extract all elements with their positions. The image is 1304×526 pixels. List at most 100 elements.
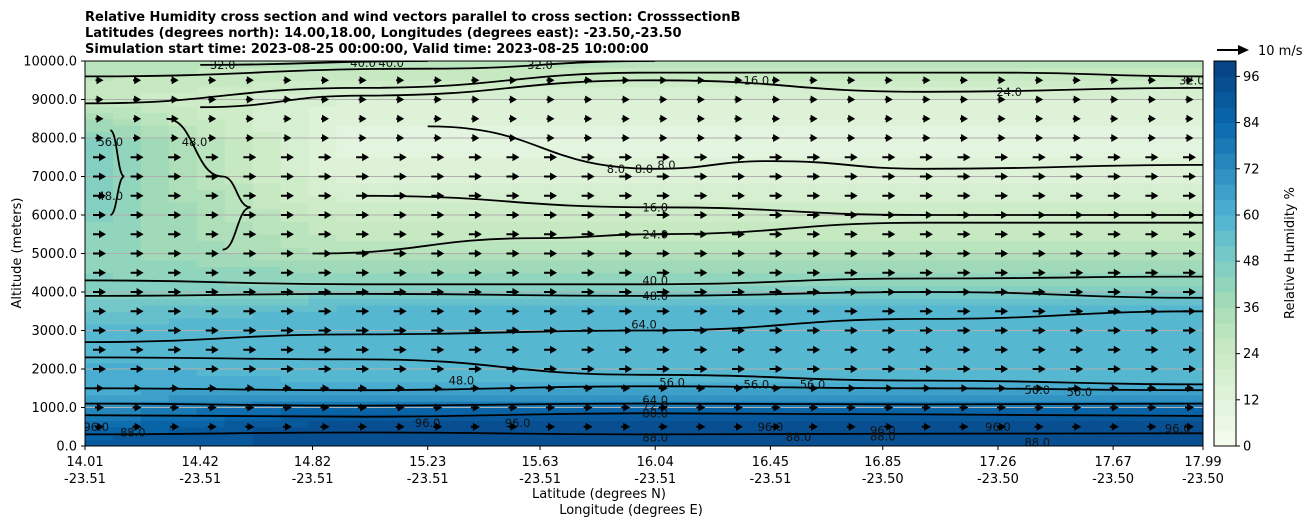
humidity-cell <box>923 439 953 446</box>
wind-vector-head <box>813 230 821 239</box>
humidity-cell <box>783 80 813 88</box>
wind-vector-head <box>625 326 633 335</box>
humidity-cell <box>560 356 589 364</box>
wind-vector-head <box>888 288 896 296</box>
humidity-cell <box>140 304 170 312</box>
humidity-cell <box>392 73 421 81</box>
wind-vector-head <box>700 307 708 316</box>
humidity-cell <box>644 413 673 421</box>
contour-line-24.0 <box>312 221 1203 255</box>
wind-vector-head <box>134 403 142 412</box>
humidity-cell <box>951 189 980 197</box>
humidity-cell <box>392 304 421 312</box>
humidity-cell <box>923 150 953 158</box>
humidity-cell <box>979 234 1008 242</box>
humidity-cell <box>644 144 673 152</box>
wind-vector-head <box>512 191 520 200</box>
humidity-cell <box>448 439 477 446</box>
wind-vector-head <box>249 326 257 335</box>
humidity-cell <box>336 407 366 415</box>
wind-vector-head <box>775 191 783 200</box>
humidity-cell <box>504 317 533 325</box>
humidity-cell <box>420 317 449 325</box>
wind-vector-head <box>249 249 257 258</box>
wind-vector-head <box>1189 191 1196 200</box>
humidity-cell <box>1007 349 1036 357</box>
humidity-cell <box>308 170 338 178</box>
humidity-cell <box>252 93 282 101</box>
humidity-cell <box>811 439 841 446</box>
humidity-cell <box>588 407 617 415</box>
humidity-cell <box>224 426 254 434</box>
wind-vector-head <box>775 249 783 258</box>
humidity-cell <box>308 80 338 88</box>
humidity-cell <box>1091 266 1120 274</box>
wind-vector-head <box>171 76 179 85</box>
humidity-cell <box>1175 86 1203 94</box>
humidity-cell <box>951 221 980 229</box>
humidity-cell <box>336 279 366 287</box>
humidity-cell <box>1091 208 1120 216</box>
humidity-cell <box>1035 157 1064 165</box>
humidity-cell <box>280 125 310 133</box>
humidity-cell <box>1063 439 1092 446</box>
humidity-cell <box>532 112 561 120</box>
humidity-cell <box>476 73 505 81</box>
humidity-cell <box>420 170 449 178</box>
humidity-cell <box>85 86 114 94</box>
humidity-cell <box>420 176 449 184</box>
humidity-cell <box>252 157 282 165</box>
wind-vector-head <box>1113 345 1121 354</box>
humidity-cell <box>336 118 366 126</box>
wind-vector-head <box>1189 326 1196 335</box>
humidity-cell <box>923 304 953 312</box>
humidity-cell <box>923 61 953 69</box>
humidity-cell <box>951 253 980 261</box>
humidity-cell <box>420 279 449 287</box>
humidity-cell <box>1119 426 1148 434</box>
wind-vector-head <box>136 307 144 316</box>
x-tick-label-lat: 16.45 <box>752 455 789 470</box>
humidity-cell <box>1063 157 1092 165</box>
humidity-cell <box>476 266 505 274</box>
humidity-cell <box>1063 125 1092 133</box>
humidity-cell <box>420 112 449 120</box>
humidity-cell <box>140 195 170 203</box>
humidity-cell <box>85 202 114 210</box>
wind-vector-head <box>547 134 555 142</box>
humidity-cell <box>112 259 142 267</box>
humidity-cell <box>224 394 254 402</box>
wind-vector-head <box>850 172 858 181</box>
humidity-cell <box>839 375 869 383</box>
humidity-cell <box>252 259 282 267</box>
humidity-cell <box>951 131 980 139</box>
humidity-cell <box>699 112 729 120</box>
wind-vector-head <box>509 134 517 142</box>
humidity-cell <box>336 311 366 319</box>
humidity-cell <box>560 73 589 81</box>
humidity-cell <box>196 144 226 152</box>
wind-vector-head <box>399 249 407 258</box>
humidity-cell <box>1035 343 1064 351</box>
humidity-cell <box>168 253 198 261</box>
humidity-cell <box>979 394 1008 402</box>
humidity-cell <box>1035 349 1064 357</box>
humidity-cell <box>1147 381 1176 389</box>
humidity-cell <box>616 324 645 332</box>
x-tick-label-lon: -23.51 <box>519 472 561 487</box>
wind-vector-head <box>322 76 330 85</box>
colorbar-band <box>1214 215 1236 231</box>
humidity-cell <box>923 388 953 396</box>
humidity-cell <box>811 176 841 184</box>
humidity-cell <box>755 388 785 396</box>
humidity-cell <box>1175 221 1203 229</box>
humidity-cell <box>140 356 170 364</box>
humidity-cell <box>448 292 477 300</box>
wind-vector-head <box>174 345 182 354</box>
humidity-cell <box>783 388 813 396</box>
humidity-cell <box>280 375 310 383</box>
humidity-cell <box>839 80 869 88</box>
humidity-cell <box>252 215 282 223</box>
humidity-cell <box>1119 317 1148 325</box>
humidity-cell <box>364 163 394 171</box>
